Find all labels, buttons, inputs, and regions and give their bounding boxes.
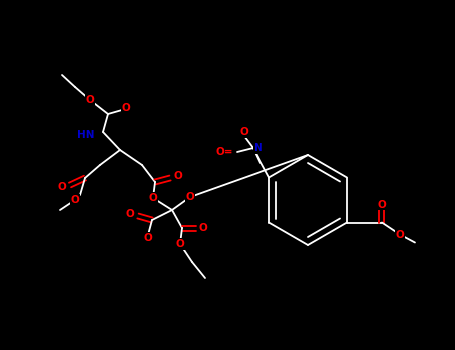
Text: O: O bbox=[58, 182, 66, 192]
Text: O=: O= bbox=[216, 147, 233, 157]
Text: N: N bbox=[253, 143, 263, 153]
Text: O: O bbox=[199, 223, 207, 233]
Text: O: O bbox=[126, 209, 134, 219]
Text: O: O bbox=[86, 95, 94, 105]
Text: O: O bbox=[121, 103, 131, 113]
Text: O: O bbox=[240, 127, 248, 137]
Text: O: O bbox=[174, 171, 182, 181]
Text: O: O bbox=[144, 233, 152, 243]
Text: O: O bbox=[149, 193, 157, 203]
Text: O: O bbox=[378, 199, 386, 210]
Text: HN: HN bbox=[77, 130, 95, 140]
Text: O: O bbox=[176, 239, 184, 249]
Text: O: O bbox=[71, 195, 79, 205]
Text: O: O bbox=[395, 230, 404, 239]
Text: O: O bbox=[186, 192, 194, 202]
